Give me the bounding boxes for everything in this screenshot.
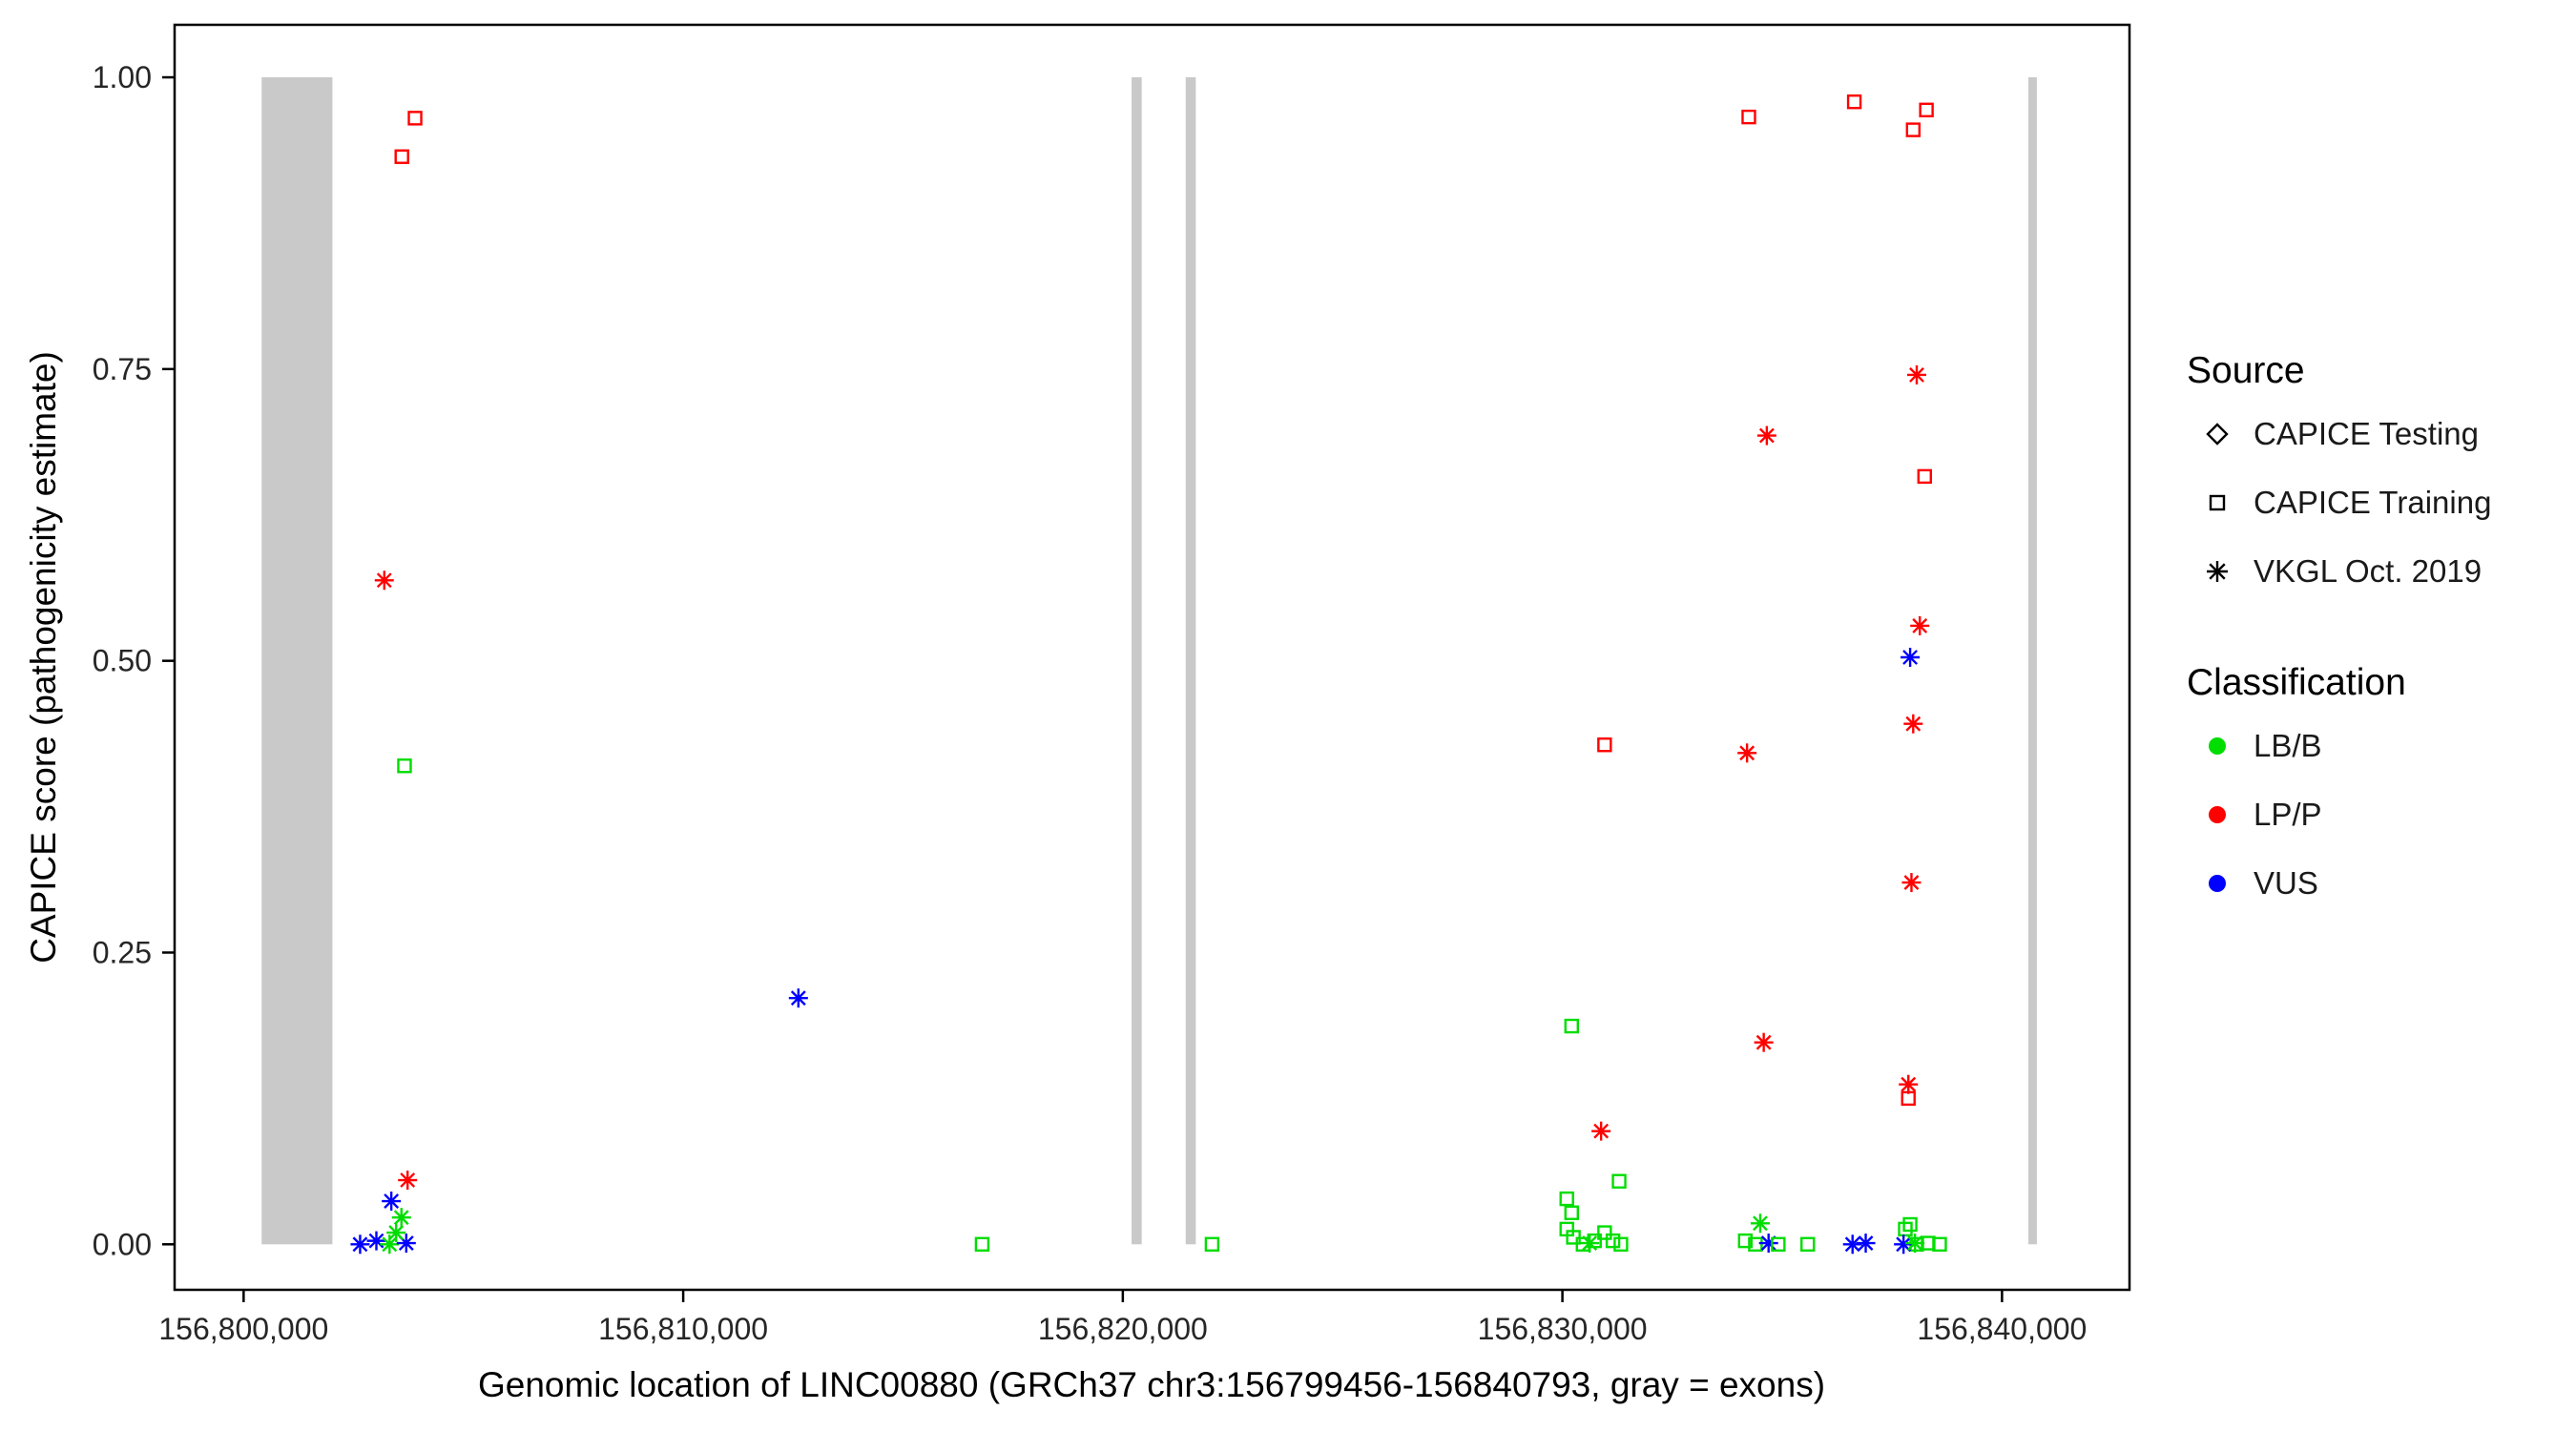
asterisk-icon bbox=[2207, 560, 2228, 582]
legend-item-label: CAPICE Training bbox=[2254, 484, 2492, 520]
point-square bbox=[407, 111, 423, 126]
point-asterisk bbox=[1905, 1234, 1925, 1254]
point-square bbox=[974, 1236, 990, 1252]
legend-item-diamond: CAPICE Testing bbox=[2187, 400, 2491, 468]
legend-item-label: LB/B bbox=[2254, 727, 2322, 763]
point-square bbox=[1917, 468, 1932, 485]
legend-item-label: LP/P bbox=[2254, 796, 2322, 832]
legend-classification-items: LB/B LP/P VUS bbox=[2187, 712, 2491, 918]
legend-item-classification: LP/P bbox=[2187, 780, 2491, 849]
point-asterisk bbox=[350, 1234, 370, 1255]
point-square bbox=[1846, 94, 1862, 110]
legend-item-square: CAPICE Training bbox=[2187, 468, 2491, 537]
x-tick-label: 156,820,000 bbox=[1038, 1312, 1208, 1346]
point-asterisk bbox=[1737, 743, 1757, 763]
point-asterisk bbox=[1910, 615, 1930, 635]
legend-item-label: CAPICE Testing bbox=[2254, 415, 2479, 451]
x-tick-label: 156,810,000 bbox=[598, 1312, 768, 1346]
legend-source-items: CAPICE Testing CAPICE Training VKGL Oct. 2… bbox=[2187, 400, 2491, 606]
y-tick-label: 0.25 bbox=[93, 935, 152, 969]
point-square bbox=[1611, 1173, 1627, 1189]
point-asterisk bbox=[1591, 1121, 1611, 1141]
point-square bbox=[1564, 1205, 1579, 1220]
legend-classification-title: Classification bbox=[2187, 661, 2406, 703]
point-asterisk bbox=[1754, 1032, 1774, 1052]
legend-item-classification: VUS bbox=[2187, 849, 2491, 918]
point-asterisk bbox=[366, 1231, 386, 1251]
point-asterisk bbox=[391, 1208, 411, 1228]
point-square bbox=[1905, 122, 1922, 137]
color-dot-icon bbox=[2209, 736, 2226, 755]
legend-item-label: VKGL Oct. 2019 bbox=[2254, 552, 2483, 589]
point-square bbox=[1737, 1233, 1753, 1249]
point-square bbox=[1597, 1225, 1612, 1240]
exon-band bbox=[1132, 77, 1142, 1245]
diamond-icon bbox=[2206, 423, 2229, 446]
legend-item-asterisk: VKGL Oct. 2019 bbox=[2187, 537, 2491, 606]
legend-item-label: VUS bbox=[2254, 864, 2318, 901]
point-asterisk bbox=[1580, 1234, 1600, 1254]
point-square bbox=[1741, 109, 1756, 125]
x-tick-label: 156,840,000 bbox=[1917, 1312, 2087, 1346]
color-dot-icon bbox=[2209, 874, 2226, 892]
panel-border bbox=[173, 23, 2131, 1292]
point-square bbox=[1564, 1018, 1579, 1034]
point-asterisk bbox=[374, 570, 394, 591]
point-asterisk bbox=[1899, 1074, 1919, 1094]
color-dot-icon bbox=[2209, 805, 2226, 823]
point-asterisk bbox=[1842, 1234, 1862, 1255]
point-asterisk bbox=[1856, 1234, 1876, 1254]
exon-band bbox=[261, 77, 333, 1245]
point-square bbox=[1898, 1221, 1913, 1237]
point-asterisk bbox=[1756, 425, 1776, 446]
exon-band bbox=[2028, 77, 2037, 1245]
x-axis-title: Genomic location of LINC00880 (GRCh37 ch… bbox=[477, 1365, 1826, 1404]
y-tick-label: 0.75 bbox=[93, 352, 152, 386]
legend-source-title: Source bbox=[2187, 350, 2305, 391]
point-square bbox=[1800, 1236, 1816, 1252]
point-asterisk bbox=[1906, 364, 1926, 384]
point-square bbox=[1613, 1236, 1629, 1252]
square-icon bbox=[2209, 494, 2226, 511]
point-asterisk bbox=[1750, 1213, 1770, 1234]
point-asterisk bbox=[386, 1223, 406, 1243]
point-square bbox=[1932, 1236, 1947, 1252]
point-square bbox=[1919, 102, 1934, 117]
x-tick-label: 156,830,000 bbox=[1478, 1312, 1648, 1346]
point-asterisk bbox=[1901, 648, 1921, 667]
point-square bbox=[1605, 1233, 1621, 1249]
legend-panel: Source CAPICE Testing CAPICE Training VKGL… bbox=[2187, 350, 2491, 918]
point-square bbox=[397, 758, 412, 774]
point-square bbox=[1597, 737, 1612, 753]
point-square bbox=[1204, 1236, 1220, 1252]
point-square bbox=[1559, 1191, 1574, 1207]
y-tick-label: 0.00 bbox=[93, 1227, 152, 1261]
y-tick-label: 1.00 bbox=[93, 60, 152, 94]
exon-band bbox=[1185, 77, 1196, 1245]
point-asterisk bbox=[1903, 714, 1923, 734]
point-square bbox=[1901, 1090, 1916, 1107]
point-square bbox=[1771, 1236, 1786, 1252]
y-tick-label: 0.50 bbox=[93, 644, 152, 678]
point-asterisk bbox=[1901, 873, 1922, 893]
x-tick-label: 156,800,000 bbox=[158, 1312, 328, 1346]
y-axis-title: CAPICE score (pathogenicity estimate) bbox=[24, 351, 63, 964]
point-asterisk bbox=[382, 1192, 402, 1212]
point-square bbox=[1748, 1236, 1763, 1252]
point-asterisk bbox=[788, 988, 808, 1008]
point-asterisk bbox=[398, 1171, 418, 1191]
point-square bbox=[1902, 1216, 1918, 1233]
point-square bbox=[394, 149, 409, 164]
legend-item-classification: LB/B bbox=[2187, 712, 2491, 780]
